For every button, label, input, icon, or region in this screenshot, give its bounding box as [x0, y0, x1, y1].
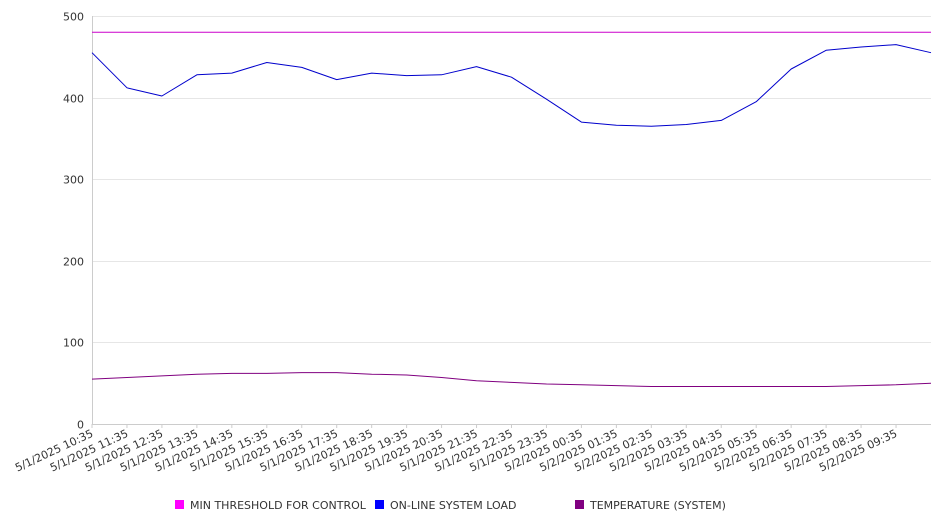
- axes: [91, 16, 931, 428]
- y-axis-tick-labels: 0 100 200 300 400 500: [63, 11, 84, 432]
- series-line-2: [91, 44, 932, 127]
- y-tick-label-200: 200: [63, 256, 84, 269]
- legend-swatch-2: [375, 500, 384, 509]
- y-tick-label-100: 100: [63, 337, 84, 350]
- legend-label-2: ON-LINE SYSTEM LOAD: [390, 499, 516, 512]
- y-tick-label-500: 500: [63, 11, 84, 24]
- legend-swatch-1: [175, 500, 184, 509]
- x-axis-tick-labels: 5/1/2025 10:355/1/2025 11:355/1/2025 12:…: [13, 427, 899, 475]
- legend-swatch-3: [575, 500, 584, 509]
- legend: MIN THRESHOLD FOR CONTROL ON-LINE SYSTEM …: [175, 499, 726, 512]
- gridlines: [92, 16, 931, 343]
- y-tick-label-400: 400: [63, 93, 84, 106]
- series-lines: [91, 31, 932, 387]
- series-line-3: [91, 372, 932, 387]
- legend-label-3: TEMPERATURE (SYSTEM): [589, 499, 726, 512]
- y-tick-label-0: 0: [77, 419, 84, 432]
- y-tick-label-300: 300: [63, 174, 84, 187]
- legend-label-1: MIN THRESHOLD FOR CONTROL: [190, 499, 367, 512]
